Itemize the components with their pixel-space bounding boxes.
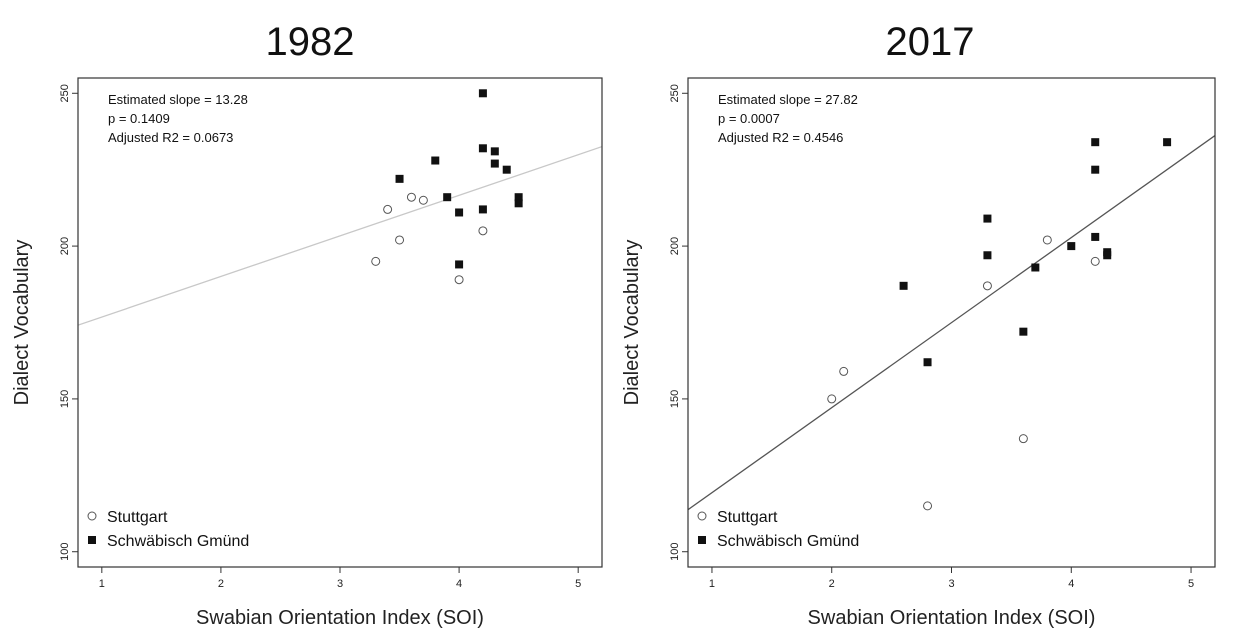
legend-stuttgart-marker [87,511,97,521]
schwaebisch-gmuend-point [490,159,499,168]
legend-stuttgart-marker [697,511,707,521]
y-tick-label: 250 [59,84,71,102]
stuttgart-point [395,235,405,245]
stuttgart-point [839,366,849,376]
schwaebisch-gmuend-point [455,208,464,217]
y-tick-label: 150 [59,390,71,408]
schwaebisch-gmuend-point [1091,138,1100,147]
scatter-plot-2017: 1 2 3 4 5 100 150 200 250 Swabian Orientation Ind… [621,77,1216,629]
chart-title-1982: 1982 [265,20,355,64]
x-axis-label: Swabian Orientation Index (SOI) [808,607,1096,629]
x-tick-label: 4 [1068,578,1074,590]
x-tick-label: 1 [99,578,105,590]
x-tick-label: 5 [1188,578,1194,590]
y-tick-label: 200 [59,237,71,255]
stuttgart-point [1090,256,1100,266]
schwaebisch-gmuend-point [431,156,440,165]
y-tick-label: 100 [59,543,71,561]
scatter-plot-1982: 1 2 3 4 5 100 150 200 250 Swabian Orientation Ind… [11,77,603,629]
x-tick-label: 3 [337,578,343,590]
y-tick-label: 100 [669,543,681,561]
schwaebisch-gmuend-point [1031,263,1040,272]
schwaebisch-gmuend-point [490,147,499,156]
y-axis-label: Dialect Vocabulary [11,240,33,406]
legend-gmuend-marker [698,536,706,544]
regression-stat: Adjusted R2 = 0.4546 [718,130,843,145]
legend-gmuend-label: Schwäbisch Gmünd [107,533,249,550]
schwaebisch-gmuend-point [478,144,487,153]
schwaebisch-gmuend-point [899,281,908,290]
legend-gmuend-label: Schwäbisch Gmünd [717,533,859,550]
panel-1982: 1982 1 2 3 4 5 100 150 200 250 Swabian Orientatio… [11,20,603,629]
stuttgart-point [982,281,992,291]
schwaebisch-gmuend-point [1103,251,1112,260]
stuttgart-point [827,394,837,404]
schwaebisch-gmuend-point [514,193,523,202]
y-tick-label: 250 [669,84,681,102]
regression-stat: Adjusted R2 = 0.0673 [108,130,233,145]
stuttgart-point [1042,235,1052,245]
panel-2017: 2017 1 2 3 4 5 100 150 200 250 Swabian Orientatio… [620,0,1240,631]
schwaebisch-gmuend-point [395,174,404,183]
stuttgart-point [371,256,381,266]
legend-stuttgart-label: Stuttgart [717,509,778,526]
schwaebisch-gmuend-point [443,193,452,202]
schwaebisch-gmuend-point [1067,242,1076,251]
y-tick-label: 150 [669,390,681,408]
chart-title-2017: 2017 [885,20,975,64]
schwaebisch-gmuend-point [983,214,992,223]
schwaebisch-gmuend-point [923,358,932,367]
x-tick-label: 4 [456,578,462,590]
stuttgart-point [923,501,933,511]
x-axis-label: Swabian Orientation Index (SOI) [196,607,484,629]
schwaebisch-gmuend-point [514,199,523,208]
regression-stat: Estimated slope = 27.82 [718,92,858,107]
schwaebisch-gmuend-point [1091,232,1100,241]
schwaebisch-gmuend-point [502,165,511,174]
stuttgart-point [406,192,416,202]
schwaebisch-gmuend-point [1091,165,1100,174]
stuttgart-point [454,275,464,285]
schwaebisch-gmuend-point [983,251,992,260]
regression-stat: Estimated slope = 13.28 [108,92,248,107]
schwaebisch-gmuend-point [478,89,487,98]
plot-frame [77,77,603,568]
schwaebisch-gmuend-point [1163,138,1172,147]
stuttgart-point [478,226,488,236]
x-tick-label: 5 [575,578,581,590]
x-tick-label: 1 [709,578,715,590]
regression-line [78,145,602,326]
x-tick-label: 2 [218,578,224,590]
stuttgart-point [1018,434,1028,444]
legend-gmuend-marker [88,536,96,544]
legend-stuttgart-label: Stuttgart [107,509,168,526]
stuttgart-point [383,204,393,214]
stuttgart-point [418,195,428,205]
x-tick-label: 2 [829,578,835,590]
schwaebisch-gmuend-point [478,205,487,214]
regression-stat: p = 0.0007 [718,111,780,126]
schwaebisch-gmuend-point [455,260,464,269]
regression-stat: p = 0.1409 [108,111,170,126]
y-axis-label: Dialect Vocabulary [621,240,643,406]
regression-line [688,135,1215,511]
schwaebisch-gmuend-point [1019,327,1028,336]
y-tick-label: 200 [669,237,681,255]
x-tick-label: 3 [948,578,954,590]
